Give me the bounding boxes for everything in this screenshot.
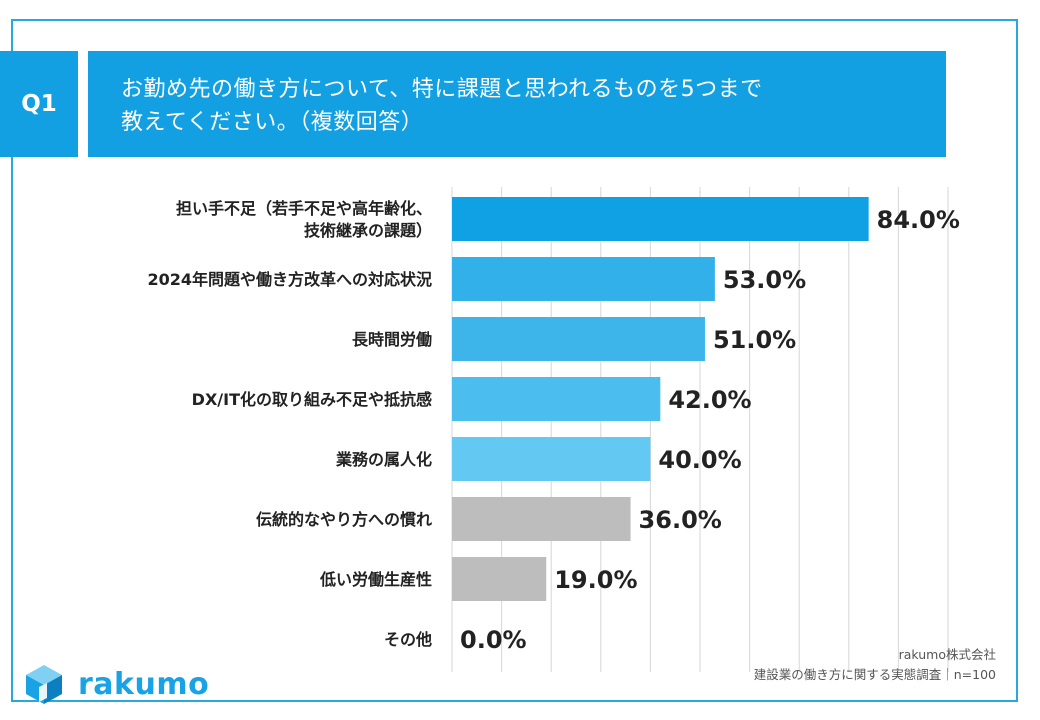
value-label: 51.0% [713,326,796,354]
bar-2 [452,317,705,361]
bar-4 [452,437,651,481]
source-survey: 建設業の働き方に関する実態調査｜n=100 [753,667,996,682]
category-label: DX/IT化の取り組み不足や抵抗感 [192,390,432,409]
bar-5 [452,497,631,541]
question-number-badge: Q1 [0,51,78,157]
question-text-line-2: 教えてください。（複数回答） [121,110,424,135]
value-label: 84.0% [877,206,960,234]
bar-3 [452,377,661,421]
category-label: 担い手不足（若手不足や高年齢化、 [176,199,432,218]
rakumo-cube-icon [26,665,62,704]
category-label: 長時間労働 [352,330,432,349]
value-label: 19.0% [554,566,637,594]
category-label: 2024年問題や働き方改革への対応状況 [147,270,432,289]
bar-6 [452,557,547,601]
brand-name: rakumo [78,666,210,702]
question-banner: お勤め先の働き方について、特に課題と思われるものを5つまで 教えてください。（複… [88,51,946,157]
bar-0 [452,197,869,241]
category-label: 技術継承の課題） [304,221,432,240]
category-label: 低い労働生産性 [319,570,432,589]
category-label: その他 [384,630,432,649]
value-label: 42.0% [668,386,751,414]
value-label: 53.0% [723,266,806,294]
bar-1 [452,257,715,301]
source-note: rakumo株式会社 建設業の働き方に関する実態調査｜n=100 [754,645,996,685]
value-label: 0.0% [460,626,527,654]
rakumo-logo: rakumo [22,662,209,706]
value-label: 36.0% [639,506,722,534]
source-company: rakumo株式会社 [898,647,996,662]
chart-frame [11,19,1018,702]
category-label: 業務の属人化 [335,450,432,469]
value-label: 40.0% [658,446,741,474]
question-text-line-1: お勤め先の働き方について、特に課題と思われるものを5つまで [121,77,763,102]
question-number: Q1 [21,91,57,117]
category-label: 伝統的なやり方への慣れ [256,510,432,529]
